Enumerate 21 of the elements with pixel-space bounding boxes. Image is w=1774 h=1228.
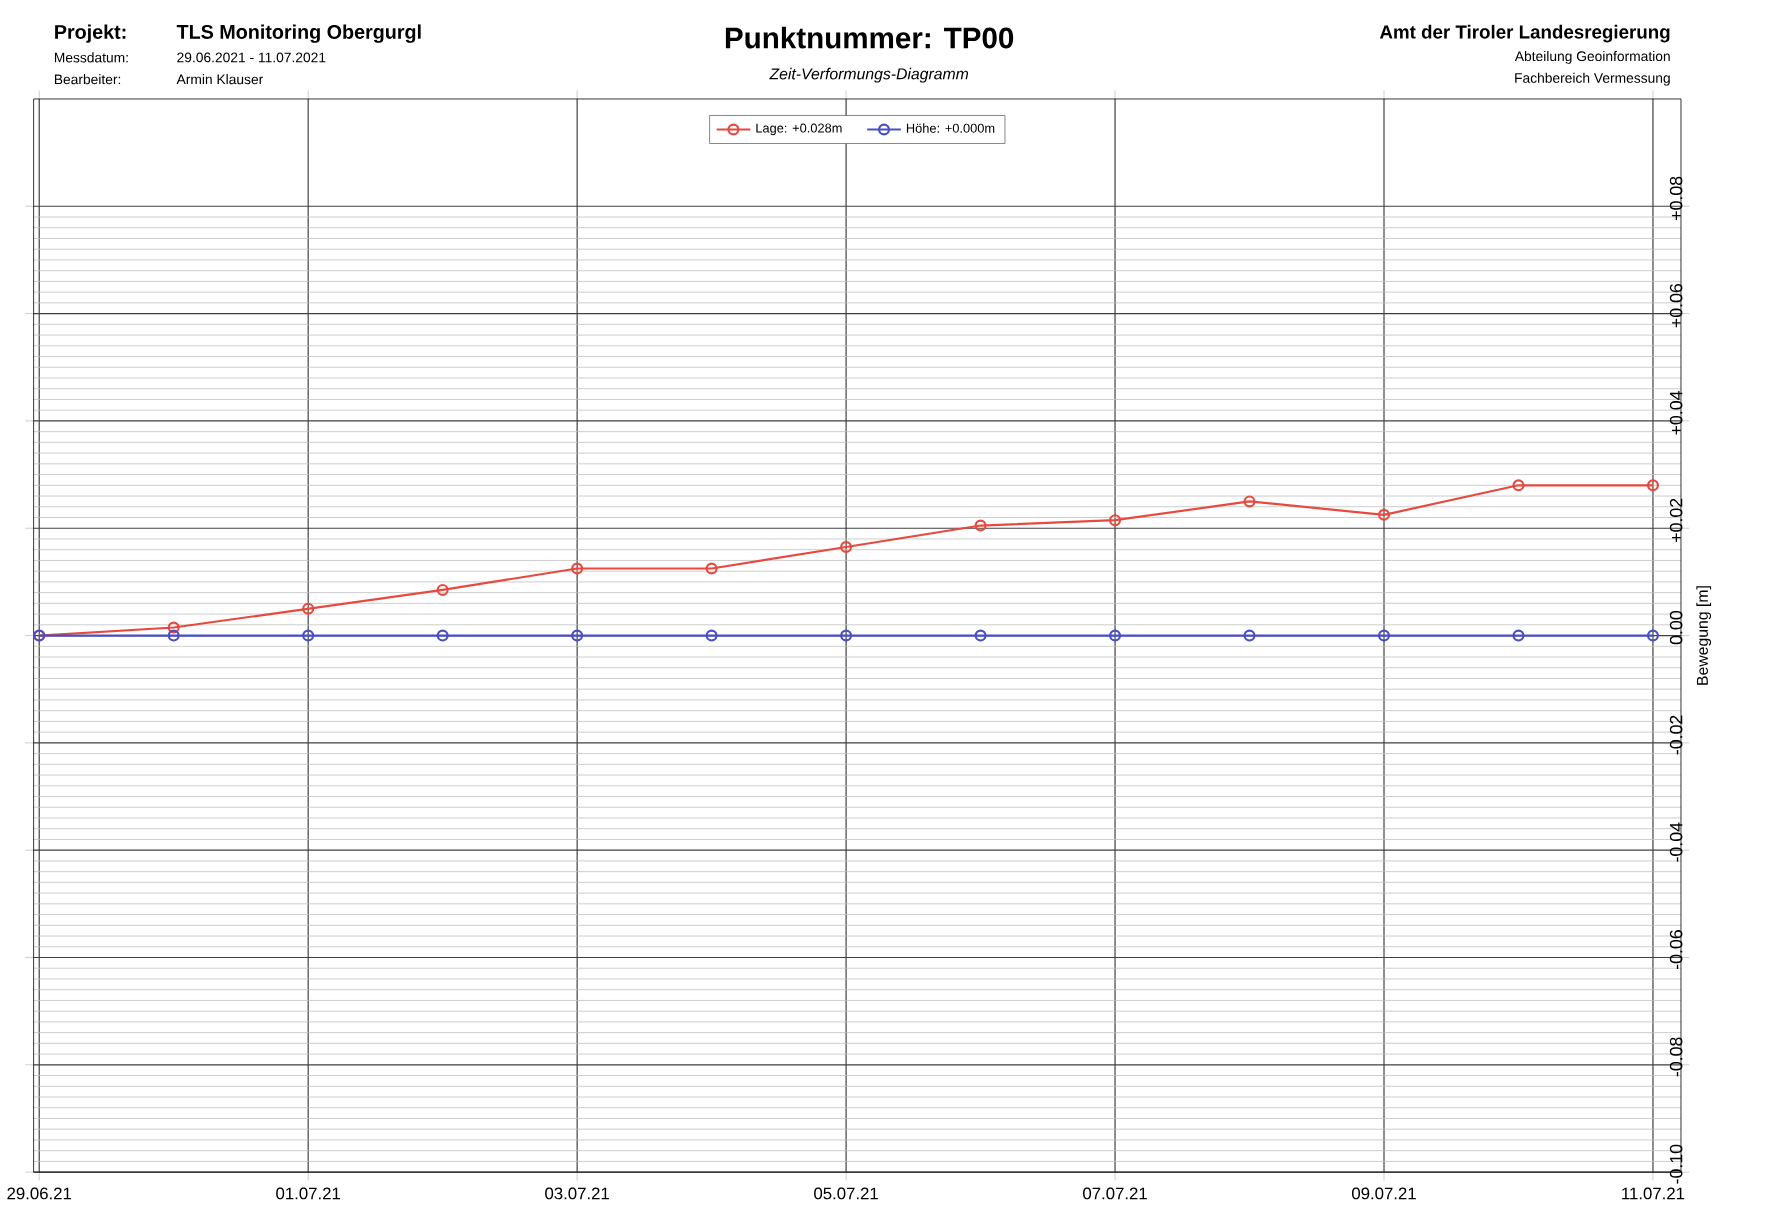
y-tick-label: -0.04 [1669,822,1683,862]
text: Projekt: [55,24,126,44]
x-tick-label: 09.07.21 [1352,1187,1416,1200]
x-tick-label: 07.07.21 [1083,1187,1147,1200]
x-tick-label: 29.06.21 [7,1187,72,1200]
y-tick-label: +0.04 [1669,391,1683,435]
y-tick-label: -0.02 [1669,715,1683,755]
chart-title: Punktnummer: TP00 [725,26,1014,49]
x-tick-label: 01.07.21 [276,1187,340,1200]
x-tick-label: 11.07.21 [1622,1187,1685,1200]
y-tick-label: +0.02 [1669,498,1683,543]
text: TLS Monitoring Obergurgl [176,24,421,44]
x-tick-label: 03.07.21 [545,1187,609,1200]
y-tick-label: +0.06 [1669,284,1683,328]
x-tick-label: 05.07.21 [814,1187,878,1200]
y-tick-label: +0.08 [1669,176,1683,221]
y-tick-label: -0.10 [1669,1144,1683,1184]
y-tick-label: -0.06 [1669,930,1683,970]
text: Amt der Tiroler Landesregierung [1379,25,1670,43]
y-tick-label: -0.08 [1669,1037,1683,1077]
y-tick-label: 0.00 [1669,611,1683,645]
